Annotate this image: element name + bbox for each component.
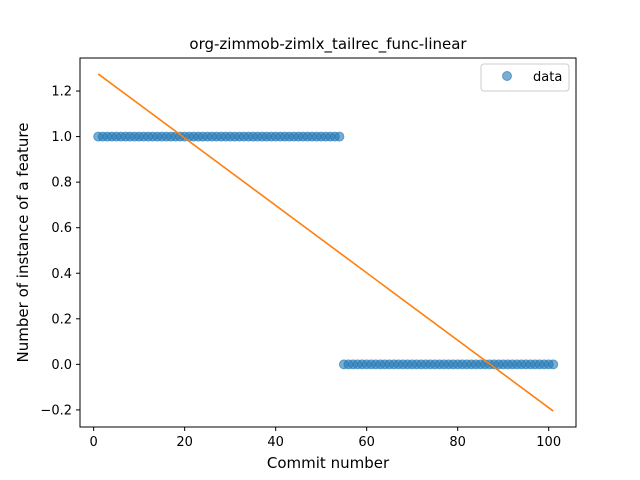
y-tick-label: 0.8 (51, 176, 72, 191)
legend-label-data: data (533, 70, 562, 85)
legend-marker-data (502, 71, 512, 81)
x-tick-label: 20 (176, 435, 193, 450)
x-tick-label: 80 (449, 435, 466, 450)
axes-frame (79, 57, 577, 428)
y-axis-label: Number of instance of a feature (14, 123, 32, 363)
x-tick-label: 40 (267, 435, 284, 450)
y-tick-label: 1.2 (51, 85, 72, 100)
y-tick-label: 0.6 (51, 221, 72, 236)
data-point (548, 359, 559, 370)
legend-box (480, 63, 570, 92)
y-tick-label: 0.0 (51, 358, 72, 373)
x-axis-ticks: 0 20 40 60 80 100 (90, 427, 561, 450)
fit-line (97, 73, 554, 412)
y-tick-label: 0.2 (51, 312, 72, 327)
x-tick-label: 0 (90, 435, 98, 450)
data-point (334, 131, 345, 142)
y-tick-label: 0.4 (51, 267, 72, 282)
chart-title: org-zimmob-zimlx_tailrec_func-linear (189, 35, 467, 54)
y-tick-label: 1.0 (51, 130, 72, 145)
legend: data (480, 63, 570, 92)
x-axis-label: Commit number (267, 454, 390, 472)
x-tick-label: 100 (536, 435, 561, 450)
x-tick-label: 60 (358, 435, 375, 450)
plot-area (93, 73, 559, 412)
y-axis-ticks: −0.2 0.0 0.2 0.4 0.6 0.8 1.0 1.2 (40, 85, 80, 418)
y-tick-label: −0.2 (40, 403, 72, 418)
